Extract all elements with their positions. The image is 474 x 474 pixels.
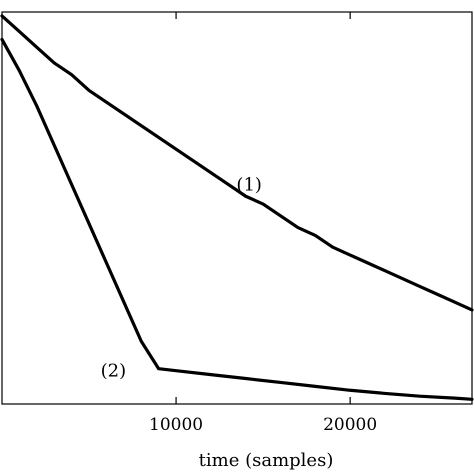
series-annotation-1: (1) (236, 174, 262, 195)
plot-area: 10000 20000 (1) (2) (0, 11, 474, 435)
plot-frame (1, 11, 473, 405)
series-annotation-2: (2) (101, 361, 127, 382)
series-line-1 (0, 14, 474, 312)
series-line-2 (0, 37, 474, 401)
x-tick-label-0: 10000 (149, 415, 203, 435)
x-axis-label: time (samples) (199, 450, 334, 471)
x-tick-label-1: 20000 (323, 415, 377, 435)
